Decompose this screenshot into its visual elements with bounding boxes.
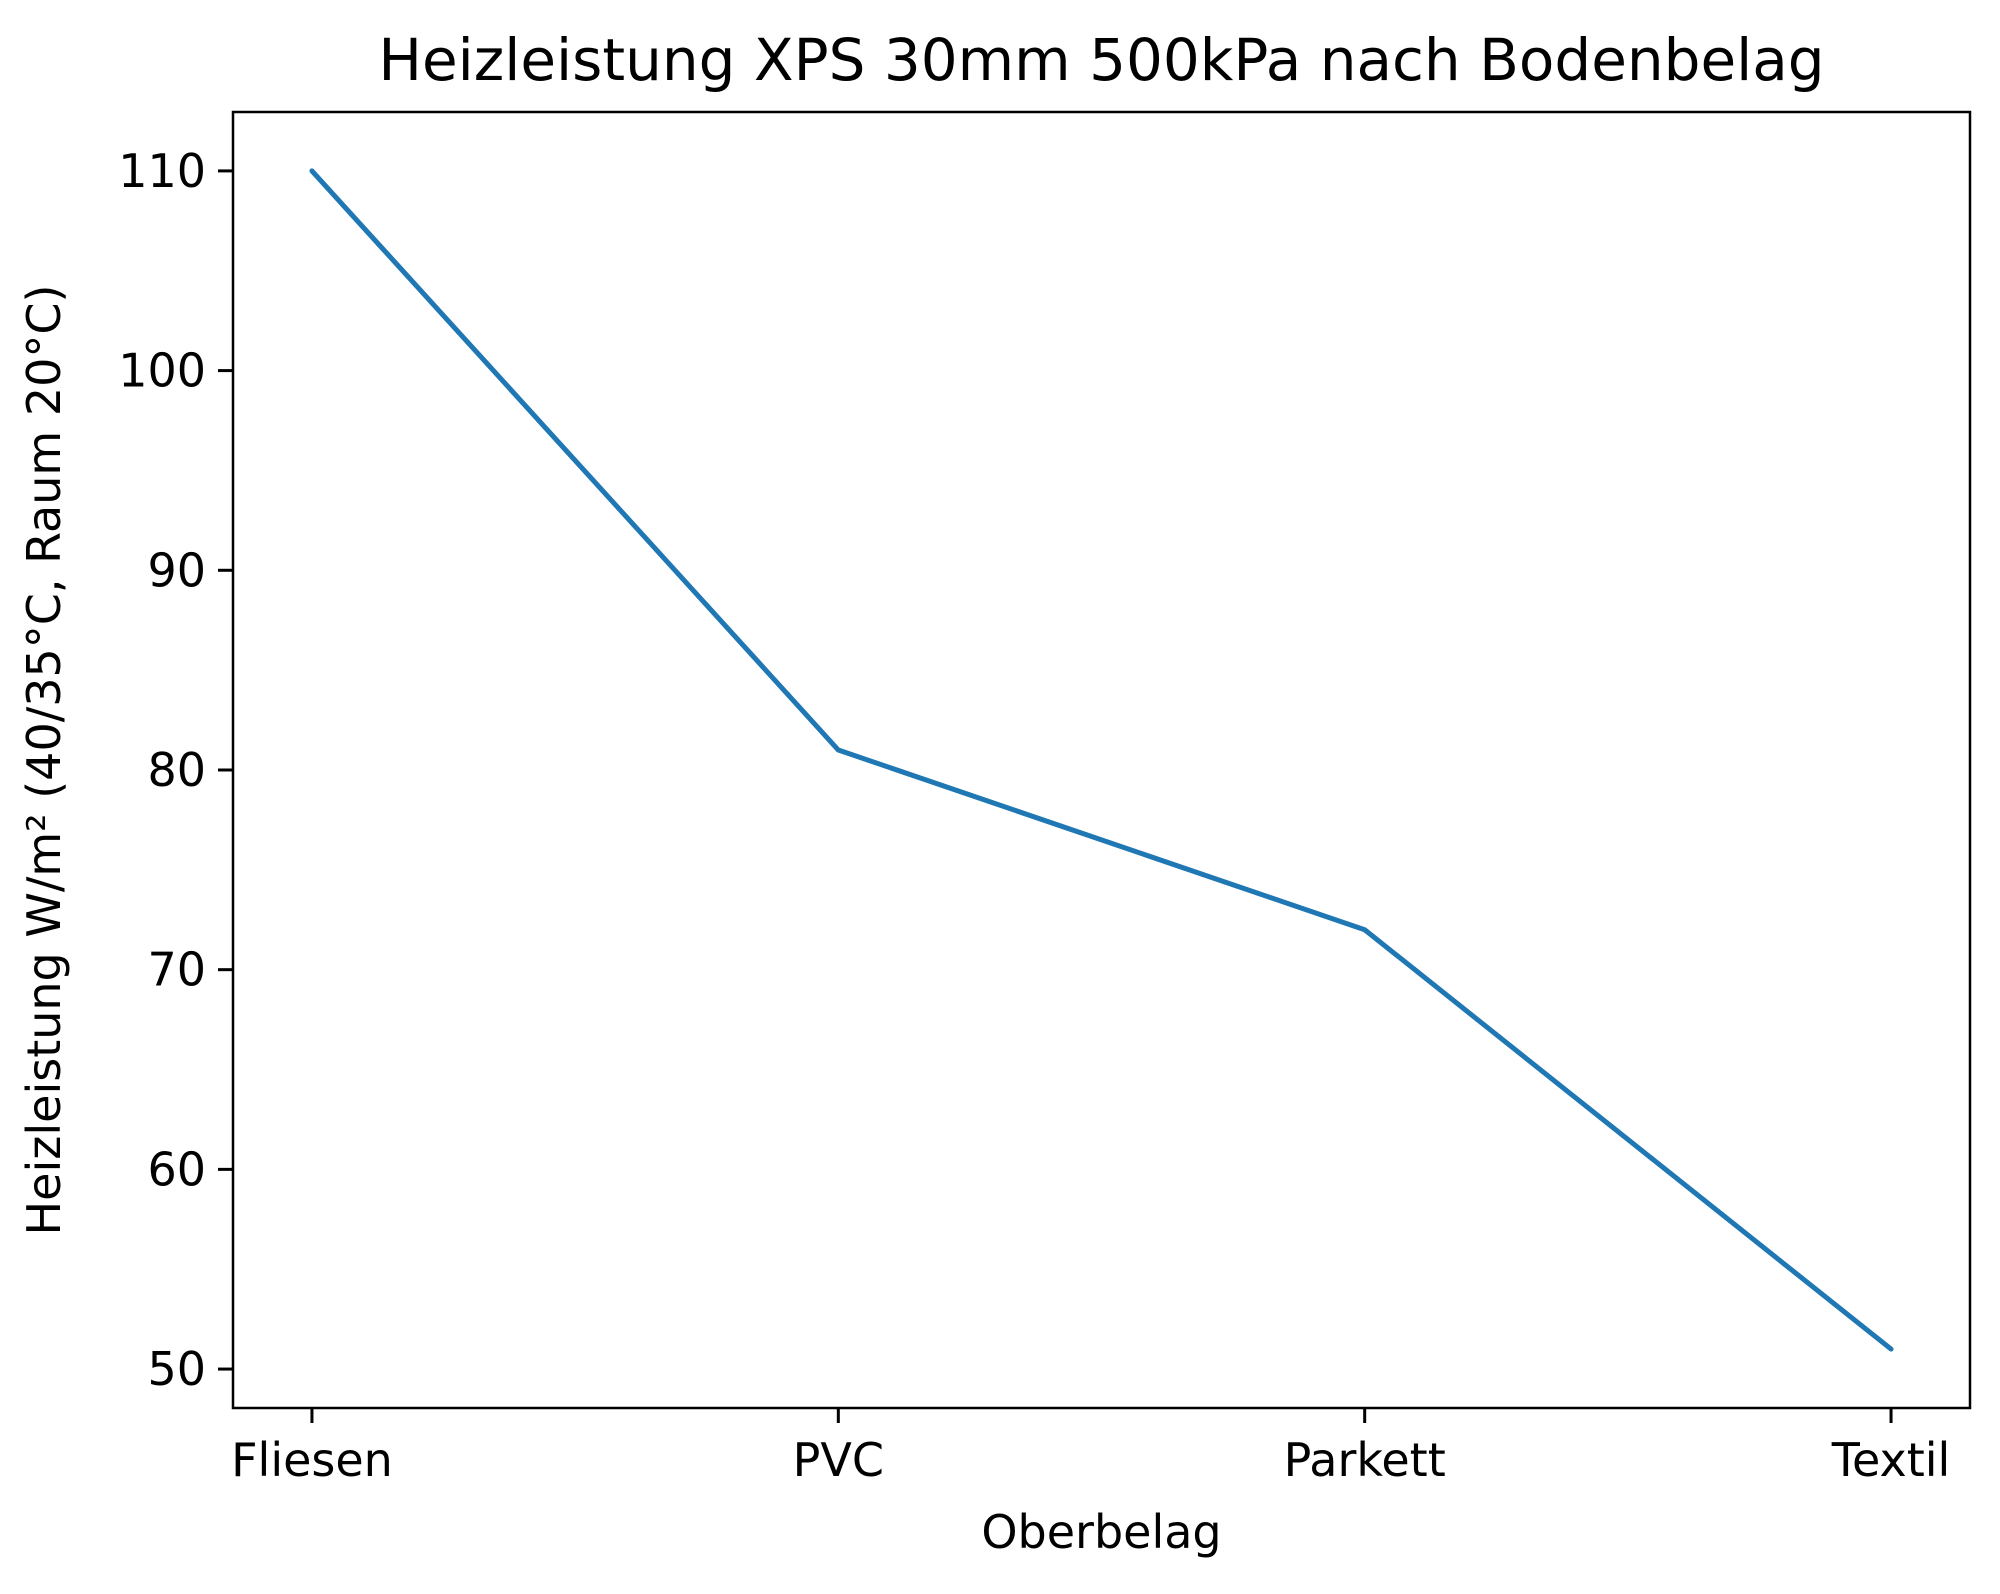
- plot-frame: [231, 110, 1972, 1410]
- y-axis-tick-label: 110: [118, 144, 206, 198]
- data-line-series: [309, 168, 1894, 1352]
- chart-title: Heizleistung XPS 30mm 500kPa nach Bodenb…: [378, 26, 1825, 94]
- x-axis-tick-label: Parkett: [1284, 1433, 1446, 1487]
- y-axis-tick-label: 60: [147, 1142, 206, 1196]
- y-axis-tick-label: 70: [147, 943, 206, 997]
- x-axis-tick-label: Textil: [1831, 1433, 1951, 1487]
- x-axis-label: Oberbelag: [981, 1505, 1222, 1559]
- y-axis-tick-label: 80: [147, 743, 206, 797]
- x-axis-tick-label: Fliesen: [231, 1433, 393, 1487]
- y-axis-tick-label: 90: [147, 543, 206, 597]
- y-axis-tick-label: 50: [147, 1342, 206, 1396]
- y-axis-tick-label: 100: [118, 344, 206, 398]
- x-axis-tick-label: PVC: [793, 1433, 884, 1487]
